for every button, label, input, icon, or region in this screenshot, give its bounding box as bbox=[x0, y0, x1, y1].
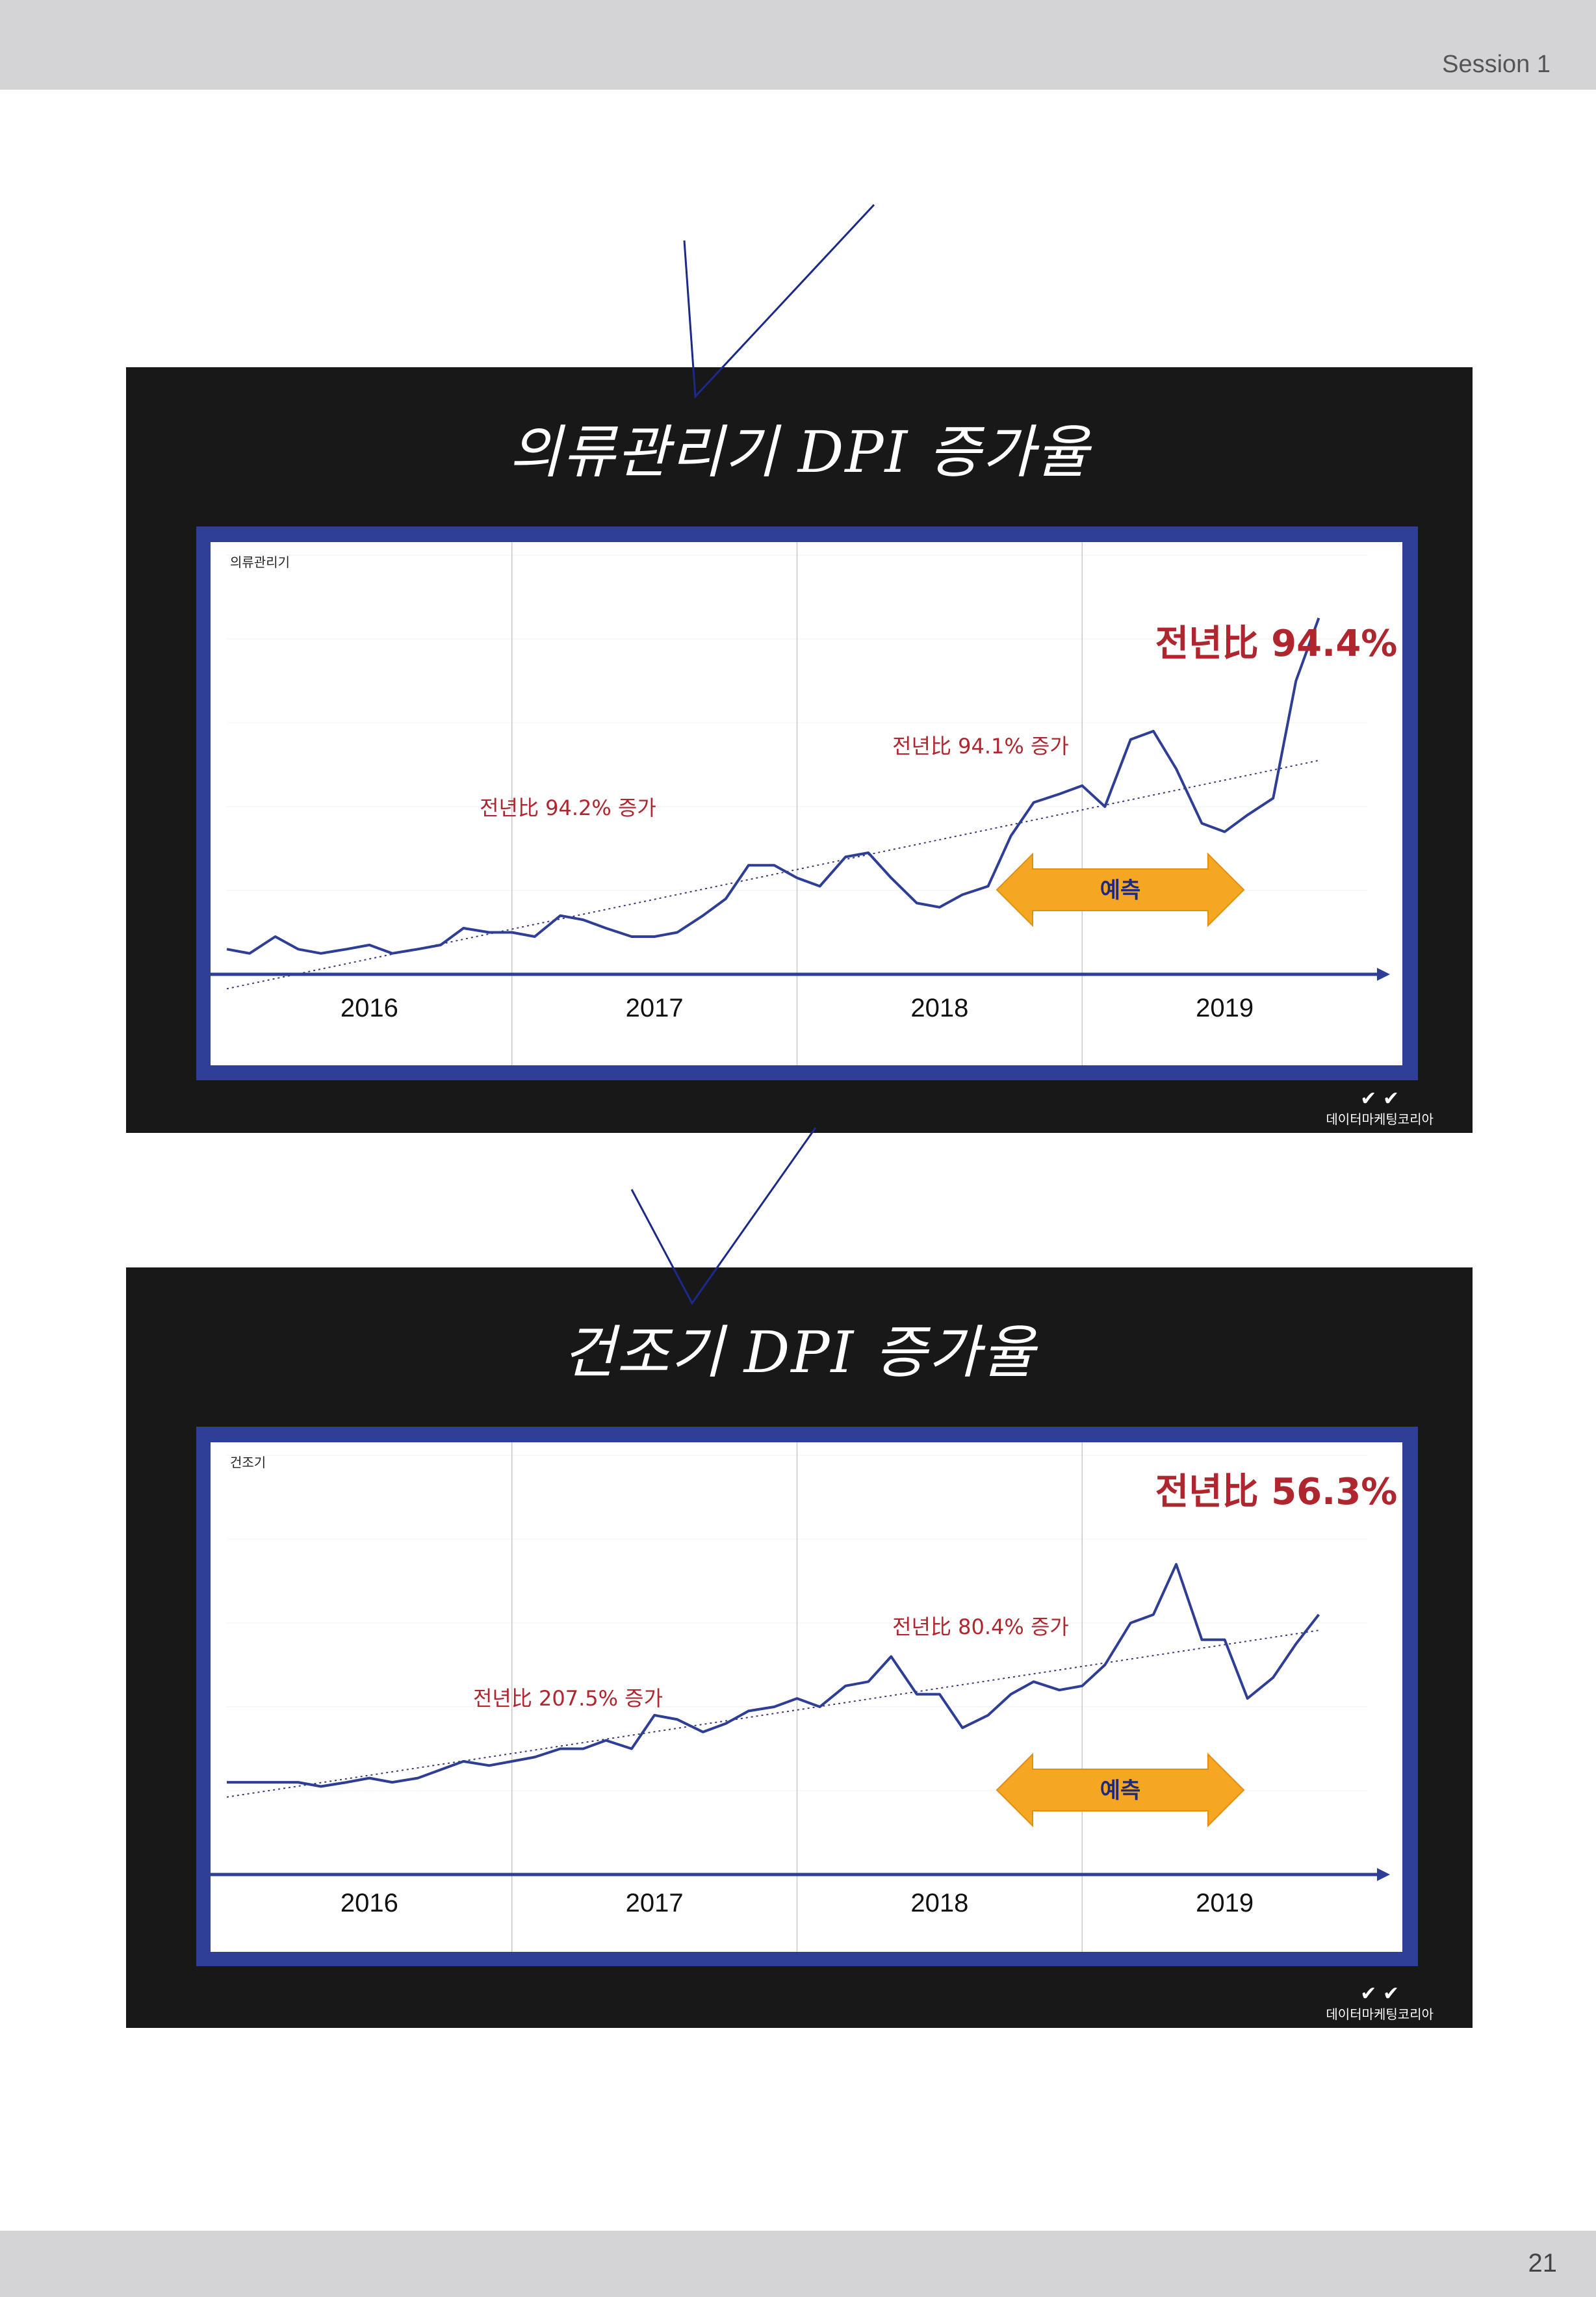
session-label: Session 1 bbox=[1442, 51, 1551, 78]
brand-logo: ✔ ✔ 데이터마케팅코리아 bbox=[1326, 1089, 1434, 1128]
page-number: 21 bbox=[1528, 2249, 1558, 2278]
brand-name: 데이터마케팅코리아 bbox=[1326, 2006, 1434, 2022]
forecast-label: 예측 bbox=[1100, 877, 1141, 903]
series-label: 건조기 bbox=[230, 1455, 266, 1470]
chart-panel-clothing-care: 의류관리기 DPI 증가율 의류관리기 2016 2017 2018 2019 전년比 9… bbox=[126, 367, 1473, 1133]
page-footer: 21 bbox=[0, 2231, 1596, 2297]
plot-area: 건조기 2016 2017 2018 2019 전년比 207.5% 증가 전년比 80.4… bbox=[211, 1442, 1402, 1952]
annotation-label: 전년比 80.4% 증가 bbox=[892, 1615, 1069, 1639]
page-header: Session 1 bbox=[0, 0, 1596, 90]
x-tick-label: 2018 bbox=[910, 994, 968, 1022]
x-tick-label: 2018 bbox=[910, 1889, 968, 1917]
brand-logo: ✔ ✔ 데이터마케팅코리아 bbox=[1326, 1984, 1434, 2023]
x-tick-label: 2016 bbox=[341, 1889, 398, 1917]
chart-title: 건조기 DPI 증가율 bbox=[562, 1319, 1036, 1386]
chart-panel-dryer: 건조기 DPI 증가율 건조기 2016 2017 2018 2019 전년比 207.5… bbox=[126, 1267, 1473, 2028]
trend-line bbox=[226, 759, 1319, 990]
x-axis-arrowhead-icon bbox=[1377, 1868, 1390, 1881]
chart-frame: 의류관리기 2016 2017 2018 2019 전년比 94.2% 증가 전년比 94.… bbox=[196, 526, 1418, 1080]
forecast-label: 예측 bbox=[1100, 1778, 1141, 1804]
plot-area: 의류관리기 2016 2017 2018 2019 전년比 94.2% 증가 전년比 94.… bbox=[211, 542, 1402, 1065]
x-tick-label: 2016 bbox=[341, 994, 398, 1022]
forecast-double-arrow-icon bbox=[996, 1752, 1245, 1828]
chart-title: 의류관리기 DPI 증가율 bbox=[508, 419, 1090, 486]
annotation-label: 전년比 56.3% bbox=[1155, 1471, 1398, 1513]
series-line bbox=[226, 617, 1320, 955]
annotation-label: 전년比 94.4% bbox=[1155, 623, 1398, 665]
x-tick-label: 2019 bbox=[1196, 1889, 1254, 1917]
bird-logo-icon: ✔ ✔ bbox=[1360, 1087, 1400, 1110]
x-tick-label: 2017 bbox=[626, 1889, 684, 1917]
series-label: 의류관리기 bbox=[230, 554, 290, 570]
x-axis-arrowhead-icon bbox=[1377, 968, 1390, 981]
trend-line bbox=[226, 1629, 1319, 1798]
annotation-label: 전년比 207.5% 증가 bbox=[473, 1686, 663, 1711]
annotation-label: 전년比 94.2% 증가 bbox=[480, 796, 656, 820]
chart-frame: 건조기 2016 2017 2018 2019 전년比 207.5% 증가 전년比 80.4… bbox=[196, 1427, 1418, 1966]
x-tick-label: 2019 bbox=[1196, 994, 1254, 1022]
forecast-double-arrow-icon bbox=[996, 852, 1245, 928]
brand-name: 데이터마케팅코리아 bbox=[1326, 1111, 1434, 1127]
x-tick-label: 2017 bbox=[626, 994, 684, 1022]
line-chart-clothing-care: 의류관리기 2016 2017 2018 2019 전년比 94.2% 증가 전년比 94.… bbox=[211, 542, 1398, 1065]
bird-logo-icon: ✔ ✔ bbox=[1360, 1982, 1400, 2005]
line-chart-dryer: 건조기 2016 2017 2018 2019 전년比 207.5% 증가 전년比 80.4… bbox=[211, 1442, 1398, 1952]
series-line bbox=[227, 1563, 1320, 1788]
annotation-label: 전년比 94.1% 증가 bbox=[892, 734, 1069, 759]
